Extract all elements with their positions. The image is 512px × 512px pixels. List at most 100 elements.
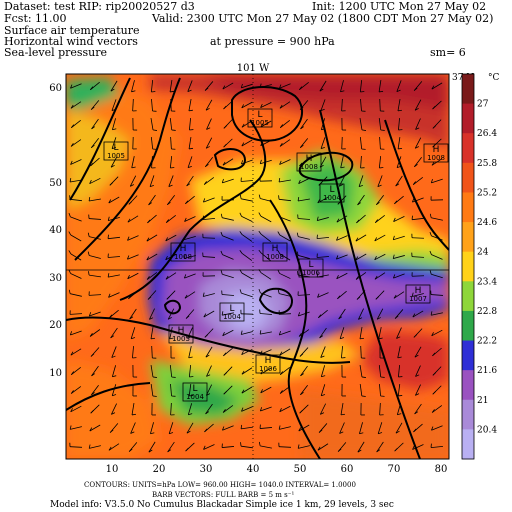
wind-barb	[203, 177, 215, 185]
wind-barb	[127, 254, 139, 260]
pressure-center-value: 1004	[186, 393, 204, 401]
wind-barb	[132, 364, 138, 378]
wind-barb	[277, 231, 291, 242]
pressure-center-value: 1006	[259, 365, 277, 373]
wind-barb	[168, 175, 174, 187]
wind-barb	[221, 311, 234, 316]
wind-barb	[336, 215, 348, 223]
wind-barb	[378, 364, 385, 378]
pressure-center-box	[103, 141, 129, 161]
wind-barb	[278, 425, 291, 430]
wind-barb	[187, 80, 193, 92]
pressure-center-value: 1006	[302, 269, 320, 277]
wind-barb	[205, 403, 213, 415]
y-tick-label: 30	[49, 273, 62, 284]
wind-barb	[240, 442, 253, 449]
wind-barb	[279, 101, 291, 109]
wind-barb	[131, 156, 136, 169]
wind-barb	[336, 254, 348, 260]
wind-barb	[151, 98, 157, 112]
wind-barb	[223, 347, 233, 357]
wind-barb	[186, 422, 194, 434]
field-title-2: Horizontal wind vectors	[4, 35, 138, 48]
wind-barb	[398, 117, 403, 131]
wind-barb	[68, 231, 82, 242]
colorbar-segment	[462, 222, 474, 253]
wind-barb	[432, 347, 442, 357]
x-tick-label: 20	[153, 464, 166, 475]
wind-barb	[336, 235, 348, 241]
wind-barb	[185, 195, 195, 205]
wind-barb	[146, 272, 158, 280]
wind-barb	[296, 251, 310, 259]
colorbar-segment	[462, 429, 474, 460]
wind-barb	[379, 345, 385, 359]
wind-barb	[429, 250, 443, 260]
wind-barb	[431, 329, 443, 337]
wind-barb	[241, 386, 253, 394]
wind-barb	[68, 250, 82, 261]
colorbar-segment	[462, 370, 474, 401]
wind-barb	[379, 383, 385, 397]
wind-barb	[431, 405, 443, 413]
wind-barb	[397, 99, 402, 112]
wind-barb	[297, 291, 311, 296]
wind-barb	[127, 235, 139, 241]
wind-barb	[127, 272, 139, 280]
wind-barb	[393, 291, 405, 299]
x-tick-label: 70	[388, 464, 401, 475]
colorbar-segment	[462, 251, 474, 282]
wind-barb	[432, 138, 442, 148]
wind-barb	[299, 347, 309, 357]
wind-barb	[359, 327, 365, 340]
wind-barb	[203, 310, 215, 318]
dataset-line: Dataset: test RIP: rip20020527 d3	[4, 0, 195, 13]
wind-barb	[411, 215, 425, 221]
wind-barb	[374, 214, 385, 224]
wind-barb	[279, 139, 291, 147]
wind-barb	[337, 442, 347, 452]
pressure-center-box	[170, 242, 196, 262]
x-tick-label: 40	[247, 464, 260, 475]
wind-barb	[414, 99, 422, 111]
wind-barb	[88, 214, 102, 220]
colorbar-label: 25.8	[477, 159, 497, 169]
wind-barb	[70, 348, 82, 356]
wind-barb	[359, 79, 365, 93]
wind-barb	[299, 404, 309, 414]
pressure-center-type: H	[306, 154, 313, 164]
wind-barb	[184, 216, 196, 222]
wind-barb	[298, 329, 310, 337]
wind-barb	[90, 157, 100, 167]
wind-barb	[338, 175, 346, 187]
wind-barb	[414, 403, 422, 415]
wind-barb	[430, 290, 444, 296]
wind-barb	[151, 345, 157, 359]
wind-barb	[278, 195, 292, 202]
wind-barb	[412, 310, 424, 318]
wind-barb	[151, 402, 156, 416]
wind-barb	[68, 269, 82, 279]
pressure-center-box	[296, 152, 322, 172]
wind-barb	[398, 364, 403, 378]
pressure-center-type: L	[257, 110, 262, 120]
wind-barb	[277, 289, 291, 297]
wind-barb	[170, 136, 176, 150]
wind-barb	[375, 290, 385, 300]
wind-barb	[259, 177, 273, 182]
colorbar-segment	[462, 310, 474, 342]
wind-barb	[170, 402, 175, 416]
wind-barb	[239, 269, 253, 280]
wind-barb	[222, 425, 234, 431]
wind-barb	[378, 80, 384, 93]
wind-barb	[129, 175, 137, 187]
wind-barb	[185, 442, 195, 452]
wind-barb	[393, 273, 405, 279]
wind-barb	[397, 346, 402, 359]
wind-barb	[148, 194, 156, 206]
wind-barb	[239, 289, 253, 298]
pressure-center-box	[168, 324, 194, 344]
wind-barb	[378, 327, 383, 340]
wind-barb	[223, 100, 233, 110]
wind-barb	[68, 212, 82, 222]
